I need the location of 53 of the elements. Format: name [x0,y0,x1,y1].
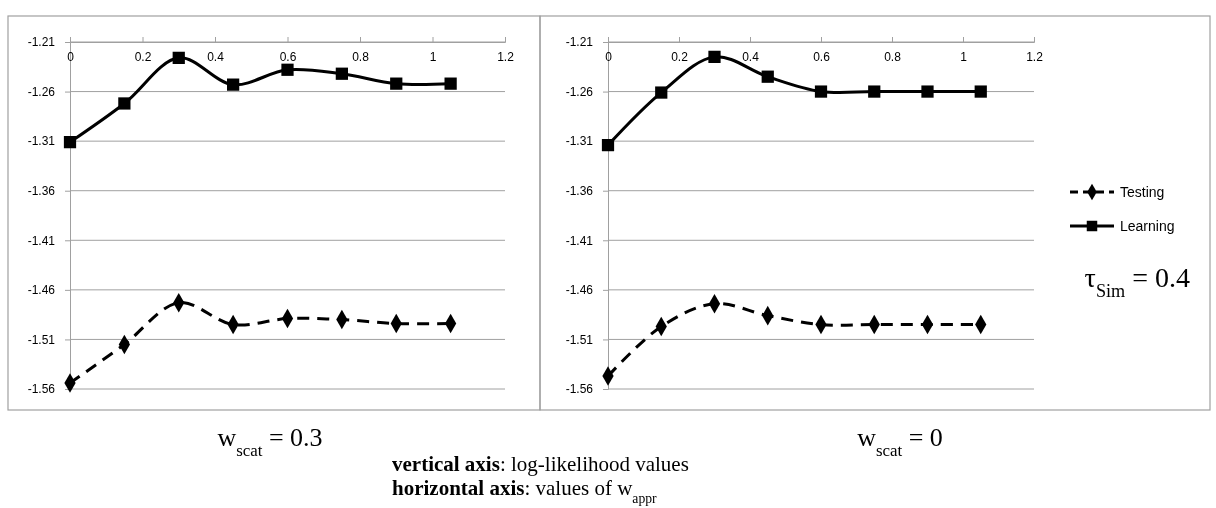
text: horizontal axis: values of w$_{appr}$ [392,476,658,506]
x-tick-label: 0.6 [279,50,297,64]
x-axis-title: w$_{scat}$ = 0 [857,423,943,460]
point [172,51,185,64]
legend-label: Learning [1120,218,1175,234]
y-tick-label: -1.41 [565,233,594,248]
x-tick-label: 1 [429,50,437,64]
x-tick-label: 0 [67,50,75,64]
point [63,136,77,149]
y-tick-label: -1.41 [27,233,56,248]
y-tick-label: -1.46 [27,283,56,298]
x-tick-label: 0.4 [207,50,225,64]
x-axis-title: w$_{scat}$ = 0.3 [217,423,323,460]
y-tick-label: -1.36 [565,184,594,199]
x-tick-label: 1.2 [497,50,515,64]
point [974,85,987,98]
y-tick-label: -1.31 [565,134,594,149]
y-tick-label: -1.21 [27,35,56,50]
x-tick-label: 1 [960,50,968,64]
y-tick-label: -1.51 [565,332,594,347]
point [390,77,403,90]
x-tick-label: 0 [605,50,613,64]
point [601,138,615,152]
point [655,86,668,99]
point [868,85,881,98]
y-tick-label: -1.31 [27,134,56,149]
x-tick-label: 0.2 [671,50,689,64]
legend-label: Testing [1120,184,1165,200]
y-tick-label: -1.46 [565,283,594,298]
x-tick-label: 0.2 [134,50,152,64]
x-tick-label: 1.2 [1026,50,1044,64]
point [921,85,934,98]
point [444,77,457,90]
y-tick-label: -1.56 [565,382,594,397]
point [335,67,348,80]
x-tick-label: 0.8 [352,50,370,64]
text: vertical axis: log-likelihood values [392,452,689,476]
point [708,50,721,63]
y-tick-label: -1.26 [27,84,56,99]
point [814,85,828,98]
y-tick-label: -1.26 [565,84,594,99]
point [761,70,774,83]
x-tick-label: 0.8 [884,50,902,64]
y-tick-label: -1.36 [27,184,56,199]
point [227,78,240,91]
x-tick-label: 0.6 [813,50,831,64]
y-tick-label: -1.21 [565,35,594,50]
text: τ$_{Sim}$ = 0.4 [1084,262,1190,301]
point [118,97,131,110]
point [281,63,294,76]
x-tick-label: 0.4 [742,50,760,64]
y-tick-label: -1.56 [27,382,56,397]
y-tick-label: -1.51 [27,332,56,347]
